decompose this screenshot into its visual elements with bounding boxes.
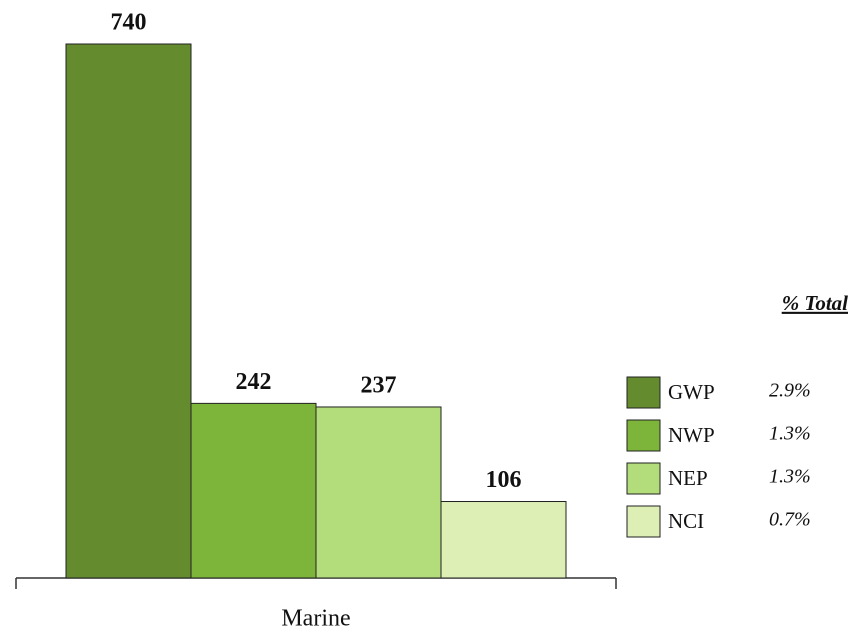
x-tick-label: Marine <box>281 606 350 632</box>
legend-share: 0.7% <box>769 509 811 531</box>
value-label: 740 <box>111 10 147 36</box>
value-label: 242 <box>236 369 272 395</box>
bar <box>315 406 442 579</box>
legend-label: NWP <box>668 423 715 447</box>
legend-share: 1.3% <box>769 423 811 445</box>
legend-label: NCI <box>668 509 704 533</box>
legend-share: 2.9% <box>769 380 811 402</box>
legend-swatch <box>626 505 661 538</box>
bar <box>440 501 567 579</box>
legend-swatch <box>626 462 661 495</box>
legend-swatch <box>626 376 661 409</box>
legend-share: 1.3% <box>769 466 811 488</box>
legend-label: NEP <box>668 466 708 490</box>
legend-label: GWP <box>668 380 715 404</box>
bar <box>65 43 192 579</box>
value-label: 237 <box>361 372 397 398</box>
legend-title: % Total <box>782 291 848 315</box>
bar <box>190 402 317 579</box>
legend-swatch <box>626 419 661 452</box>
value-label: 106 <box>486 467 522 493</box>
